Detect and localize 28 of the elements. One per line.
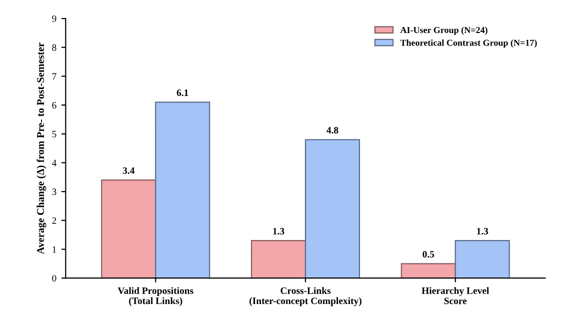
x-tick-label: Valid Propositions (Total Links) [118, 287, 194, 306]
bar [304, 139, 360, 278]
y-tick-label: 0 [52, 275, 56, 282]
data-label: 0.5 [422, 250, 434, 258]
y-tick-label: 9 [52, 15, 56, 22]
bar [400, 263, 456, 278]
bar [454, 240, 510, 278]
bar [155, 102, 210, 278]
legend-label: Theoretical Contrast Group (N=17) [400, 39, 537, 48]
y-tick-label: 1 [52, 246, 56, 253]
x-tick-label: Hierarchy Level Score [422, 287, 489, 304]
y-axis-title: Average Change (Δ) from Pre- to Post-Semester [36, 42, 46, 254]
y-tick-label: 6 [52, 102, 56, 109]
y-tick-label: 8 [52, 44, 56, 51]
y-tick-label: 5 [52, 130, 56, 138]
data-label: 1.3 [477, 228, 488, 235]
y-tick-label: 4 [52, 160, 56, 166]
data-label: 4.8 [326, 126, 338, 134]
y-tick-label: 3 [52, 188, 56, 196]
y-tick-label: 2 [52, 217, 56, 224]
legend-label: AI-User Group (N=24) [400, 26, 488, 35]
data-label: 3.4 [122, 167, 135, 174]
data-label: 1.3 [273, 228, 284, 235]
y-tick-label: 7 [52, 73, 56, 80]
x-tick-label: Cross-Links (Inter-concept Complexity) [250, 287, 362, 306]
data-label: 6.1 [176, 90, 188, 96]
bar [101, 179, 156, 278]
bar [250, 240, 306, 278]
